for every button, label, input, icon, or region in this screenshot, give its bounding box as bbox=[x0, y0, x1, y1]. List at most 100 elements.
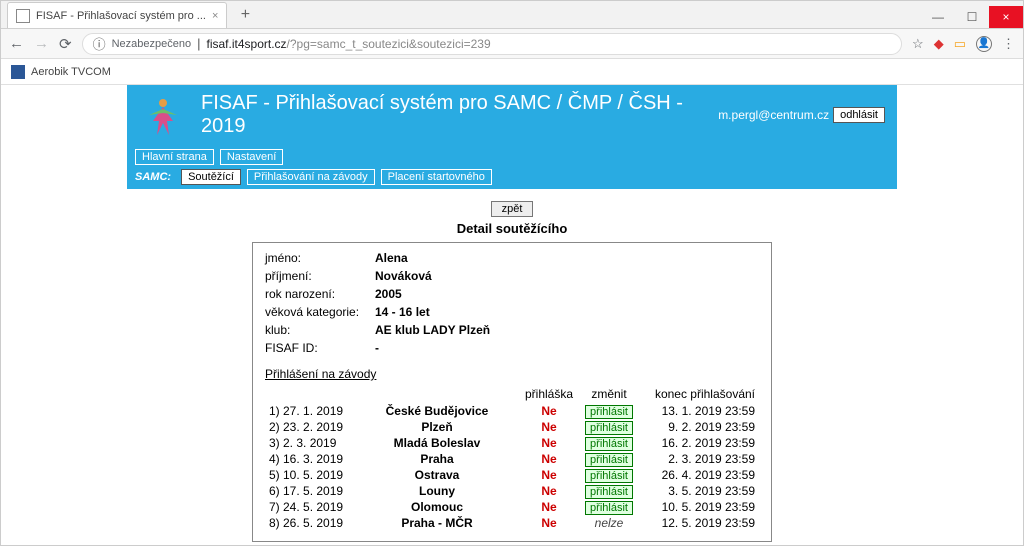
browser-address-bar: ← → ⟳ ⓘ Nezabezpečeno | fisaf.it4sport.c… bbox=[1, 29, 1023, 59]
value-klub: AE klub LADY Plzeň bbox=[375, 321, 490, 339]
detail-frame: jméno:Alena příjmení:Nováková rok naroze… bbox=[252, 242, 772, 542]
race-deadline: 26. 4. 2019 23:59 bbox=[639, 467, 759, 483]
page-title: FISAF - Přihlašovací systém pro SAMC / Č… bbox=[201, 92, 718, 138]
bookmark-item[interactable]: Aerobik TVCOM bbox=[31, 66, 111, 78]
race-date: 1) 27. 1. 2019 bbox=[265, 403, 355, 419]
bookmark-icon bbox=[11, 65, 25, 79]
races-table: přihláška změnit konec přihlašování 1) 2… bbox=[265, 385, 759, 531]
user-email: m.pergl@centrum.cz bbox=[718, 108, 829, 122]
race-status: Ne bbox=[519, 435, 579, 451]
window-close-button[interactable]: × bbox=[989, 6, 1023, 28]
nav-primary: Hlavní strana Nastavení bbox=[127, 147, 897, 167]
samc-label: SAMC: bbox=[135, 171, 171, 183]
nav-payment[interactable]: Placení startovného bbox=[381, 169, 492, 185]
register-button[interactable]: přihlásit bbox=[585, 437, 633, 451]
ext-icon-2[interactable]: ▭ bbox=[954, 36, 966, 52]
value-prijmeni: Nováková bbox=[375, 267, 432, 285]
logout-button[interactable]: odhlásit bbox=[833, 107, 885, 123]
label-jmeno: jméno: bbox=[265, 249, 375, 267]
window-minimize-button[interactable]: ― bbox=[921, 6, 955, 28]
table-row: 5) 10. 5. 2019OstravaNepřihlásit26. 4. 2… bbox=[265, 467, 759, 483]
race-status: Ne bbox=[519, 499, 579, 515]
new-tab-button[interactable]: + bbox=[233, 6, 257, 24]
profile-icon[interactable]: 👤 bbox=[976, 36, 992, 52]
table-row: 1) 27. 1. 2019České BudějoviceNepřihlási… bbox=[265, 403, 759, 419]
race-status: Ne bbox=[519, 515, 579, 531]
race-status: Ne bbox=[519, 483, 579, 499]
ext-icon-1[interactable]: ◆ bbox=[934, 36, 944, 52]
th-prihlaska: přihláška bbox=[519, 385, 579, 403]
nav-register[interactable]: Přihlašování na závody bbox=[247, 169, 375, 185]
table-row: 7) 24. 5. 2019OlomoucNe přihlásit 10. 5. 2… bbox=[265, 499, 759, 515]
info-icon: ⓘ bbox=[93, 34, 106, 53]
register-button[interactable]: přihlásit bbox=[585, 453, 633, 467]
url-text: fisaf.it4sport.cz/?pg=samc_t_soutezici&s… bbox=[207, 37, 491, 51]
race-city: Praha bbox=[355, 451, 519, 467]
race-city: Louny bbox=[355, 483, 519, 499]
value-fisafid: - bbox=[375, 339, 379, 357]
nav-forward-icon[interactable]: → bbox=[34, 35, 49, 52]
race-deadline: 10. 5. 2019 23:59 bbox=[639, 499, 759, 515]
label-rok: rok narození: bbox=[265, 285, 375, 303]
th-zmenit: změnit bbox=[579, 385, 639, 403]
race-date: 7) 24. 5. 2019 bbox=[265, 499, 355, 515]
race-date: 3) 2. 3. 2019 bbox=[265, 435, 355, 451]
nav-home[interactable]: Hlavní strana bbox=[135, 149, 214, 165]
site-logo bbox=[139, 91, 187, 139]
register-button[interactable]: přihlásit bbox=[585, 405, 633, 419]
nav-competitors[interactable]: Soutěžící bbox=[181, 169, 241, 185]
tab-favicon bbox=[16, 9, 30, 23]
race-deadline: 12. 5. 2019 23:59 bbox=[639, 515, 759, 531]
value-kat: 14 - 16 let bbox=[375, 303, 430, 321]
table-row: 3) 2. 3. 2019Mladá BoleslavNe přihlásit 16… bbox=[265, 435, 759, 451]
race-deadline: 9. 2. 2019 23:59 bbox=[639, 419, 759, 435]
races-heading: Přihlášení na závody bbox=[265, 367, 759, 381]
table-row: 2) 23. 2. 2019PlzeňNepřihlásit9. 2. 2019… bbox=[265, 419, 759, 435]
window-maximize-button[interactable]: ☐ bbox=[955, 6, 989, 28]
race-city: Mladá Boleslav bbox=[355, 435, 519, 451]
browser-tab[interactable]: FISAF - Přihlašovací systém pro ... × bbox=[7, 2, 227, 28]
race-deadline: 2. 3. 2019 23:59 bbox=[639, 451, 759, 467]
race-city: Ostrava bbox=[355, 467, 519, 483]
table-row: 6) 17. 5. 2019LounyNepřihlásit3. 5. 2019… bbox=[265, 483, 759, 499]
race-city: Praha - MČR bbox=[355, 515, 519, 531]
nav-back-icon[interactable]: ← bbox=[9, 35, 24, 52]
register-button[interactable]: přihlásit bbox=[585, 501, 633, 515]
label-klub: klub: bbox=[265, 321, 375, 339]
site-header: FISAF - Přihlašovací systém pro SAMC / Č… bbox=[127, 85, 897, 147]
tab-close-icon[interactable]: × bbox=[212, 10, 218, 22]
nav-secondary: SAMC: Soutěžící Přihlašování na závody P… bbox=[127, 167, 897, 189]
race-deadline: 13. 1. 2019 23:59 bbox=[639, 403, 759, 419]
race-city: Plzeň bbox=[355, 419, 519, 435]
menu-icon[interactable]: ⋮ bbox=[1002, 36, 1015, 52]
cannot-register: nelze bbox=[595, 516, 624, 530]
race-city: České Budějovice bbox=[355, 403, 519, 419]
race-date: 2) 23. 2. 2019 bbox=[265, 419, 355, 435]
nav-reload-icon[interactable]: ⟳ bbox=[59, 35, 72, 53]
nav-settings[interactable]: Nastavení bbox=[220, 149, 284, 165]
label-prijmeni: příjmení: bbox=[265, 267, 375, 285]
detail-heading: Detail soutěžícího bbox=[157, 221, 867, 236]
url-field[interactable]: ⓘ Nezabezpečeno | fisaf.it4sport.cz/?pg=… bbox=[82, 33, 902, 55]
back-button[interactable]: zpět bbox=[491, 201, 534, 217]
register-button[interactable]: přihlásit bbox=[585, 421, 633, 435]
race-date: 5) 10. 5. 2019 bbox=[265, 467, 355, 483]
race-date: 4) 16. 3. 2019 bbox=[265, 451, 355, 467]
value-jmeno: Alena bbox=[375, 249, 408, 267]
value-rok: 2005 bbox=[375, 285, 402, 303]
page-viewport[interactable]: FISAF - Přihlašovací systém pro SAMC / Č… bbox=[1, 85, 1023, 545]
register-button[interactable]: přihlásit bbox=[585, 485, 633, 499]
star-icon[interactable]: ☆ bbox=[912, 36, 924, 52]
tab-title: FISAF - Přihlašovací systém pro ... bbox=[36, 10, 206, 22]
race-city: Olomouc bbox=[355, 499, 519, 515]
table-row: 4) 16. 3. 2019PrahaNe přihlásit 2. 3. 2019… bbox=[265, 451, 759, 467]
race-deadline: 16. 2. 2019 23:59 bbox=[639, 435, 759, 451]
race-deadline: 3. 5. 2019 23:59 bbox=[639, 483, 759, 499]
race-status: Ne bbox=[519, 451, 579, 467]
bookmarks-bar: Aerobik TVCOM bbox=[1, 59, 1023, 85]
browser-titlebar: FISAF - Přihlašovací systém pro ... × + … bbox=[1, 1, 1023, 29]
table-row: 8) 26. 5. 2019Praha - MČRNe nelze 12. 5. 2… bbox=[265, 515, 759, 531]
register-button[interactable]: přihlásit bbox=[585, 469, 633, 483]
race-date: 8) 26. 5. 2019 bbox=[265, 515, 355, 531]
security-label: Nezabezpečeno bbox=[112, 38, 192, 50]
